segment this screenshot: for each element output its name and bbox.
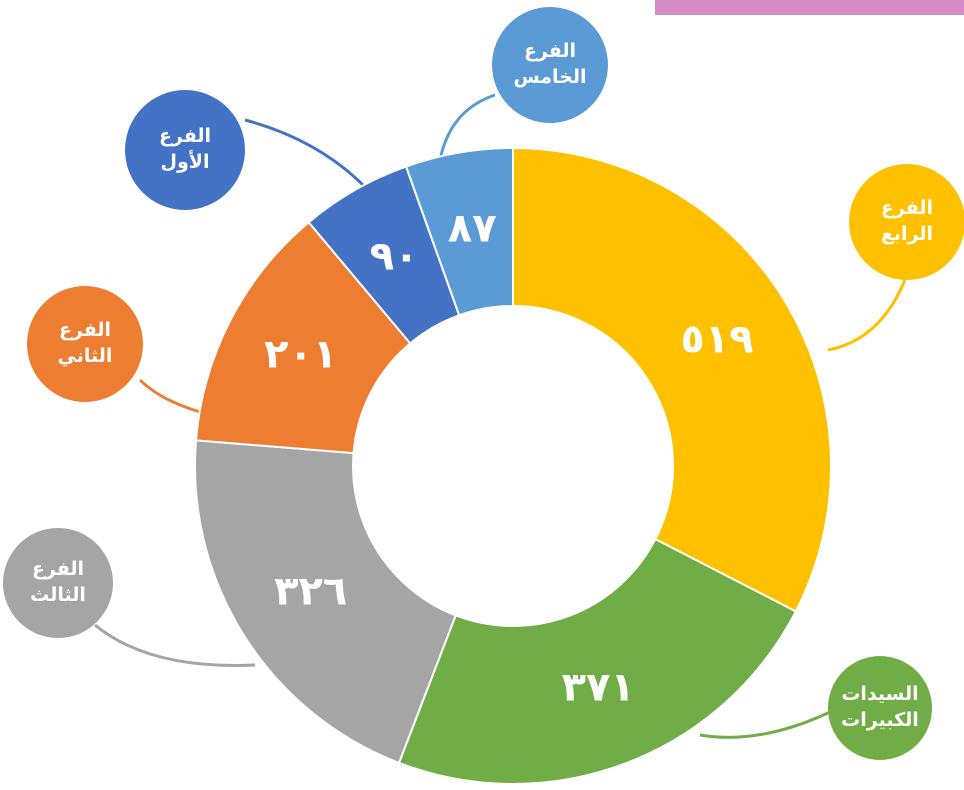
connector <box>244 118 370 192</box>
donut-slice <box>404 146 514 317</box>
category-label: الفرع الثالث <box>3 528 113 638</box>
connector <box>827 279 907 352</box>
category-label: الفرع الثاني <box>27 286 143 402</box>
category-label: الفرع الخامس <box>492 7 608 123</box>
connector <box>138 378 201 414</box>
connector <box>438 93 496 161</box>
category-label: السيدات الكبيرات <box>828 656 932 760</box>
value-label: ٣٧١ <box>562 664 635 710</box>
category-label: الفرع الأول <box>125 90 245 210</box>
header-bar <box>655 0 964 15</box>
donut-slice <box>194 439 457 765</box>
category-label: الفرع الرابع <box>849 164 964 280</box>
value-label: ٣٢٦ <box>274 568 347 614</box>
donut-slice <box>397 537 798 785</box>
value-label: ٢٠١ <box>264 331 337 377</box>
value-label: ٩٠ <box>370 234 419 280</box>
connector <box>699 710 831 739</box>
connectors <box>94 93 907 739</box>
value-label: ٥١٩ <box>680 317 753 363</box>
donut-slice <box>512 146 832 613</box>
connector <box>94 623 256 667</box>
value-label: ٨٧ <box>448 206 497 252</box>
